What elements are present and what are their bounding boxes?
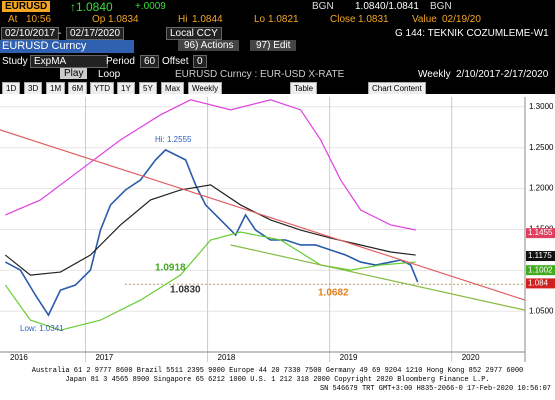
label: Period xyxy=(106,56,135,67)
end-date[interactable]: 02/17/2020 xyxy=(66,27,125,40)
x-tick-label: 2016 xyxy=(10,353,28,362)
loop[interactable]: Loop xyxy=(98,69,121,80)
annotation: 1.0918 xyxy=(155,263,186,274)
start-date[interactable]: 02/10/2017 xyxy=(1,27,60,40)
dash: - xyxy=(58,28,62,39)
series-line xyxy=(4,148,419,317)
period[interactable]: 60 xyxy=(140,55,160,68)
annotation: 1.0830 xyxy=(170,285,201,296)
axis-marker xyxy=(526,265,555,276)
lo: 1.0821 xyxy=(268,14,299,25)
footer xyxy=(0,366,555,400)
freq: Weekly xyxy=(418,69,451,80)
axis-marker xyxy=(526,278,555,289)
series-line xyxy=(5,99,416,231)
footer-line: Australia 61 2 9777 8600 Brazil 5511 239… xyxy=(31,367,524,375)
edit[interactable]: 97) Edit xyxy=(250,40,297,51)
change: +.0009 xyxy=(135,1,166,12)
axis-marker-label: 1.084 xyxy=(528,279,549,288)
x-tick-label: 2018 xyxy=(218,353,236,362)
y-tick-label: 1.0500 xyxy=(529,306,554,315)
quote: 1.0840/1.0841 xyxy=(355,1,419,12)
axis-marker xyxy=(526,251,555,262)
x-tick-label: 2020 xyxy=(462,353,480,362)
annotation: 1.0682 xyxy=(318,288,349,299)
label: Lo xyxy=(254,14,266,25)
label: Hi xyxy=(178,14,188,25)
axis-marker-label: 1.1175 xyxy=(528,251,552,260)
op: 1.0834 xyxy=(108,14,139,25)
hi: 1.0844 xyxy=(192,14,223,25)
chart-name: EURUSD Curncy : EUR-USD X-RATE xyxy=(175,69,345,80)
series-line xyxy=(230,244,526,311)
label: Study xyxy=(2,56,28,67)
series-line xyxy=(0,129,526,301)
label: Value xyxy=(412,14,437,25)
bid-src: BGN xyxy=(312,1,334,12)
y-tick-label: 1.2500 xyxy=(529,143,554,152)
play[interactable]: Play xyxy=(60,68,88,79)
offset[interactable]: 0 xyxy=(193,55,207,68)
chart: 1.05001.10001.15001.20001.25001.30002016… xyxy=(0,94,555,366)
time: 10:56 xyxy=(26,14,52,25)
annotation: Low: 1.0341 xyxy=(20,324,64,333)
label: Close xyxy=(330,14,356,25)
security: EURUSD Curncy xyxy=(0,40,134,53)
ticker[interactable]: EURUSD xyxy=(2,1,51,12)
label: Op xyxy=(92,14,106,25)
footer-line: Japan 81 3 4565 8900 Singapore 65 6212 1… xyxy=(65,376,490,384)
study[interactable]: ExpMA xyxy=(30,55,108,68)
axis-marker xyxy=(526,228,555,239)
y-tick-label: 1.2000 xyxy=(529,184,554,193)
x-tick-label: 2019 xyxy=(340,353,358,362)
last: ↑1.0840 xyxy=(70,0,113,14)
range: 2/10/2017-2/17/2020 xyxy=(456,69,549,80)
currency[interactable]: Local CCY xyxy=(166,27,222,40)
label: At xyxy=(8,14,18,25)
close: 1.0831 xyxy=(358,14,389,25)
series-line xyxy=(4,231,416,331)
footer-line: SN 546679 TRT GMT+3:00 H835-2066-0 17-Fe… xyxy=(319,385,551,393)
page-title: G 144: TEKNIK COZUMLEME-W1 xyxy=(395,28,549,39)
value-date: 02/19/20 xyxy=(442,14,481,25)
axis-marker-label: 1.1455 xyxy=(528,228,553,237)
annotation: Hi: 1.2555 xyxy=(155,135,192,144)
actions[interactable]: 96) Actions xyxy=(178,40,240,51)
axis-marker-label: 1.1002 xyxy=(528,265,553,274)
x-tick-label: 2017 xyxy=(95,353,113,362)
y-tick-label: 1.3000 xyxy=(529,102,554,111)
ask-src: BGN xyxy=(430,1,452,12)
label: Offset xyxy=(162,56,189,67)
series-line xyxy=(4,184,416,276)
background xyxy=(0,94,555,366)
